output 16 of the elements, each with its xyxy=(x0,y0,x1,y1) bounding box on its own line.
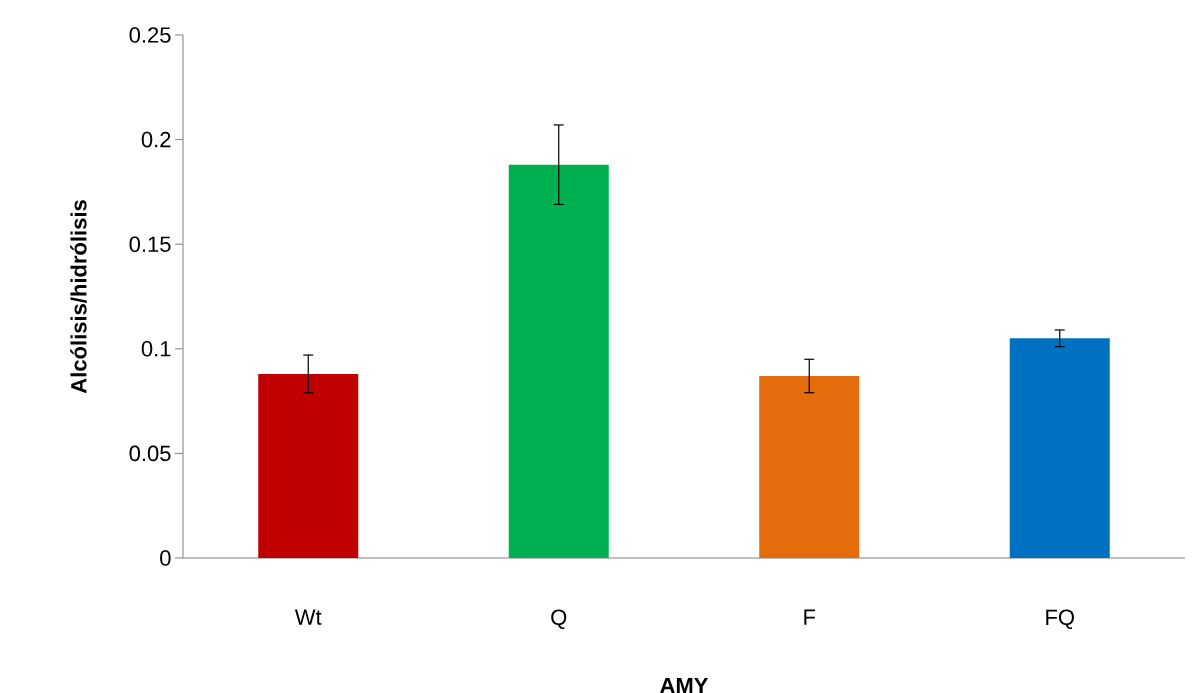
x-axis-title: AMY xyxy=(660,677,709,693)
x-tick-label: Q xyxy=(551,609,567,630)
bar xyxy=(508,164,609,558)
x-tick-label: FQ xyxy=(1046,609,1074,630)
y-tick-label: 0.2 xyxy=(141,131,171,148)
bar xyxy=(258,373,359,558)
y-tick-label: 0 xyxy=(160,550,171,566)
y-tick-label: 0.25 xyxy=(129,27,171,43)
y-tick-label: 0.05 xyxy=(129,445,171,462)
bar xyxy=(1009,338,1110,558)
x-tick-label: F xyxy=(804,609,816,625)
bar xyxy=(759,376,860,558)
y-tick-label: 0.1 xyxy=(141,341,171,357)
y-tick-label: 0.15 xyxy=(129,236,171,252)
x-tick-label: Wt xyxy=(294,609,322,625)
y-axis-title: Alcólisis/hidrólisis xyxy=(70,200,87,394)
